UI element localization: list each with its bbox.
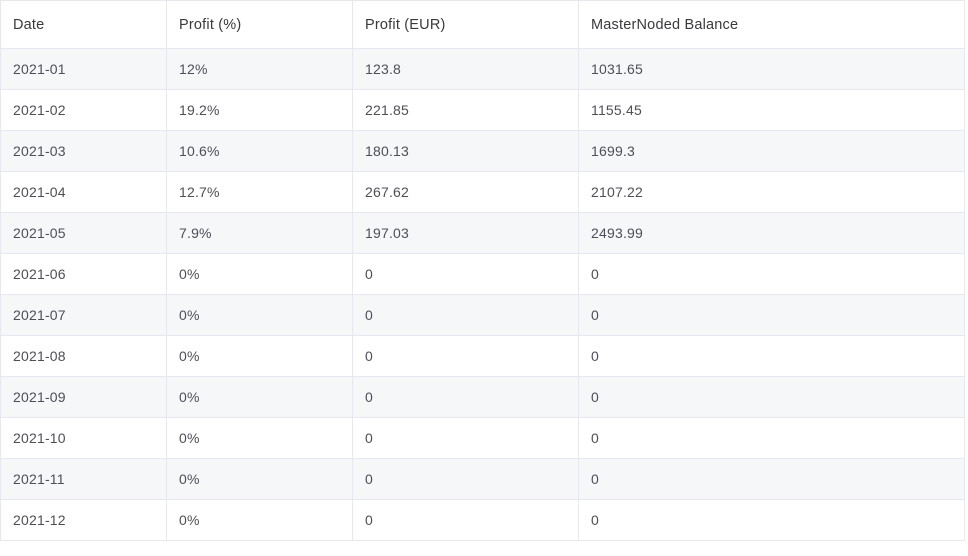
column-header-profit-pct: Profit (%): [166, 0, 353, 49]
cell-balance: 1699.3: [578, 130, 965, 172]
table-row: 2021-05 7.9% 197.03 2493.99: [0, 212, 965, 254]
cell-profit-eur: 197.03: [352, 212, 579, 254]
cell-profit-pct: 0%: [166, 499, 353, 541]
cell-profit-eur: 0: [352, 294, 579, 336]
cell-profit-pct: 0%: [166, 253, 353, 295]
cell-balance: 0: [578, 294, 965, 336]
cell-date: 2021-10: [0, 417, 167, 459]
table-header: Date Profit (%) Profit (EUR) MasterNoded…: [0, 0, 965, 49]
cell-balance: 1155.45: [578, 89, 965, 131]
cell-profit-pct: 7.9%: [166, 212, 353, 254]
cell-balance: 0: [578, 458, 965, 500]
cell-date: 2021-03: [0, 130, 167, 172]
cell-balance: 0: [578, 253, 965, 295]
column-header-date: Date: [0, 0, 167, 49]
table-row: 2021-12 0% 0 0: [0, 499, 965, 541]
cell-balance: 1031.65: [578, 48, 965, 90]
table-row: 2021-02 19.2% 221.85 1155.45: [0, 89, 965, 131]
cell-date: 2021-11: [0, 458, 167, 500]
cell-balance: 0: [578, 335, 965, 377]
table-row: 2021-07 0% 0 0: [0, 294, 965, 336]
cell-profit-eur: 0: [352, 335, 579, 377]
cell-date: 2021-06: [0, 253, 167, 295]
cell-profit-eur: 180.13: [352, 130, 579, 172]
cell-balance: 0: [578, 499, 965, 541]
cell-profit-pct: 0%: [166, 417, 353, 459]
cell-profit-pct: 19.2%: [166, 89, 353, 131]
cell-profit-eur: 0: [352, 499, 579, 541]
table-row: 2021-09 0% 0 0: [0, 376, 965, 418]
cell-profit-pct: 0%: [166, 294, 353, 336]
cell-profit-eur: 123.8: [352, 48, 579, 90]
table-row: 2021-03 10.6% 180.13 1699.3: [0, 130, 965, 172]
cell-profit-eur: 0: [352, 417, 579, 459]
cell-date: 2021-08: [0, 335, 167, 377]
table-row: 2021-08 0% 0 0: [0, 335, 965, 377]
column-header-balance: MasterNoded Balance: [578, 0, 965, 49]
table-row: 2021-01 12% 123.8 1031.65: [0, 48, 965, 90]
cell-balance: 2493.99: [578, 212, 965, 254]
cell-profit-pct: 12.7%: [166, 171, 353, 213]
cell-date: 2021-02: [0, 89, 167, 131]
cell-date: 2021-05: [0, 212, 167, 254]
column-header-profit-eur: Profit (EUR): [352, 0, 579, 49]
table-header-row: Date Profit (%) Profit (EUR) MasterNoded…: [0, 0, 965, 49]
cell-profit-pct: 0%: [166, 458, 353, 500]
cell-profit-eur: 267.62: [352, 171, 579, 213]
cell-profit-pct: 0%: [166, 335, 353, 377]
cell-balance: 0: [578, 417, 965, 459]
cell-profit-pct: 0%: [166, 376, 353, 418]
table-row: 2021-06 0% 0 0: [0, 253, 965, 295]
cell-profit-eur: 0: [352, 376, 579, 418]
cell-date: 2021-09: [0, 376, 167, 418]
cell-balance: 0: [578, 376, 965, 418]
cell-profit-eur: 221.85: [352, 89, 579, 131]
table-row: 2021-10 0% 0 0: [0, 417, 965, 459]
table-row: 2021-11 0% 0 0: [0, 458, 965, 500]
table-row: 2021-04 12.7% 267.62 2107.22: [0, 171, 965, 213]
cell-date: 2021-04: [0, 171, 167, 213]
profit-table: Date Profit (%) Profit (EUR) MasterNoded…: [0, 0, 965, 541]
cell-profit-eur: 0: [352, 458, 579, 500]
table-body: 2021-01 12% 123.8 1031.65 2021-02 19.2% 221.85…: [0, 48, 965, 541]
cell-date: 2021-07: [0, 294, 167, 336]
cell-profit-pct: 12%: [166, 48, 353, 90]
cell-profit-eur: 0: [352, 253, 579, 295]
cell-date: 2021-01: [0, 48, 167, 90]
cell-date: 2021-12: [0, 499, 167, 541]
cell-balance: 2107.22: [578, 171, 965, 213]
cell-profit-pct: 10.6%: [166, 130, 353, 172]
